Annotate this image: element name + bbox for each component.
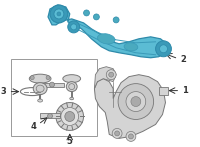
Ellipse shape	[69, 84, 75, 90]
Ellipse shape	[29, 74, 51, 83]
Ellipse shape	[38, 99, 43, 102]
Ellipse shape	[33, 83, 47, 95]
Text: 5: 5	[67, 137, 73, 146]
Circle shape	[109, 72, 114, 77]
Text: 4: 4	[30, 122, 36, 131]
Circle shape	[30, 76, 34, 80]
Circle shape	[126, 92, 146, 112]
Circle shape	[50, 82, 54, 87]
Circle shape	[57, 12, 61, 16]
Circle shape	[93, 14, 99, 20]
Ellipse shape	[97, 34, 115, 44]
Ellipse shape	[63, 75, 81, 83]
Circle shape	[106, 70, 116, 80]
Ellipse shape	[70, 97, 74, 100]
Polygon shape	[94, 75, 165, 138]
Circle shape	[113, 17, 119, 23]
Circle shape	[68, 21, 80, 33]
Text: 3: 3	[1, 87, 7, 96]
Circle shape	[61, 107, 79, 125]
Polygon shape	[94, 67, 116, 89]
Text: 2: 2	[180, 55, 186, 64]
Text: 1: 1	[182, 86, 188, 95]
Polygon shape	[48, 5, 168, 58]
Circle shape	[160, 45, 167, 53]
Circle shape	[128, 134, 133, 139]
Circle shape	[131, 97, 141, 107]
Circle shape	[112, 128, 122, 138]
Circle shape	[156, 41, 171, 57]
Circle shape	[115, 131, 120, 136]
Circle shape	[71, 24, 77, 30]
Bar	[11, 59, 97, 136]
Circle shape	[50, 5, 68, 23]
Circle shape	[48, 113, 52, 118]
Circle shape	[46, 76, 50, 80]
Polygon shape	[159, 87, 168, 95]
Circle shape	[84, 10, 89, 16]
Ellipse shape	[66, 82, 77, 92]
Circle shape	[54, 9, 64, 19]
Ellipse shape	[36, 85, 44, 92]
Circle shape	[56, 103, 84, 130]
Polygon shape	[40, 113, 60, 118]
Polygon shape	[40, 83, 64, 87]
Circle shape	[126, 131, 136, 141]
Circle shape	[118, 84, 154, 120]
Ellipse shape	[124, 43, 138, 51]
Circle shape	[65, 112, 75, 121]
